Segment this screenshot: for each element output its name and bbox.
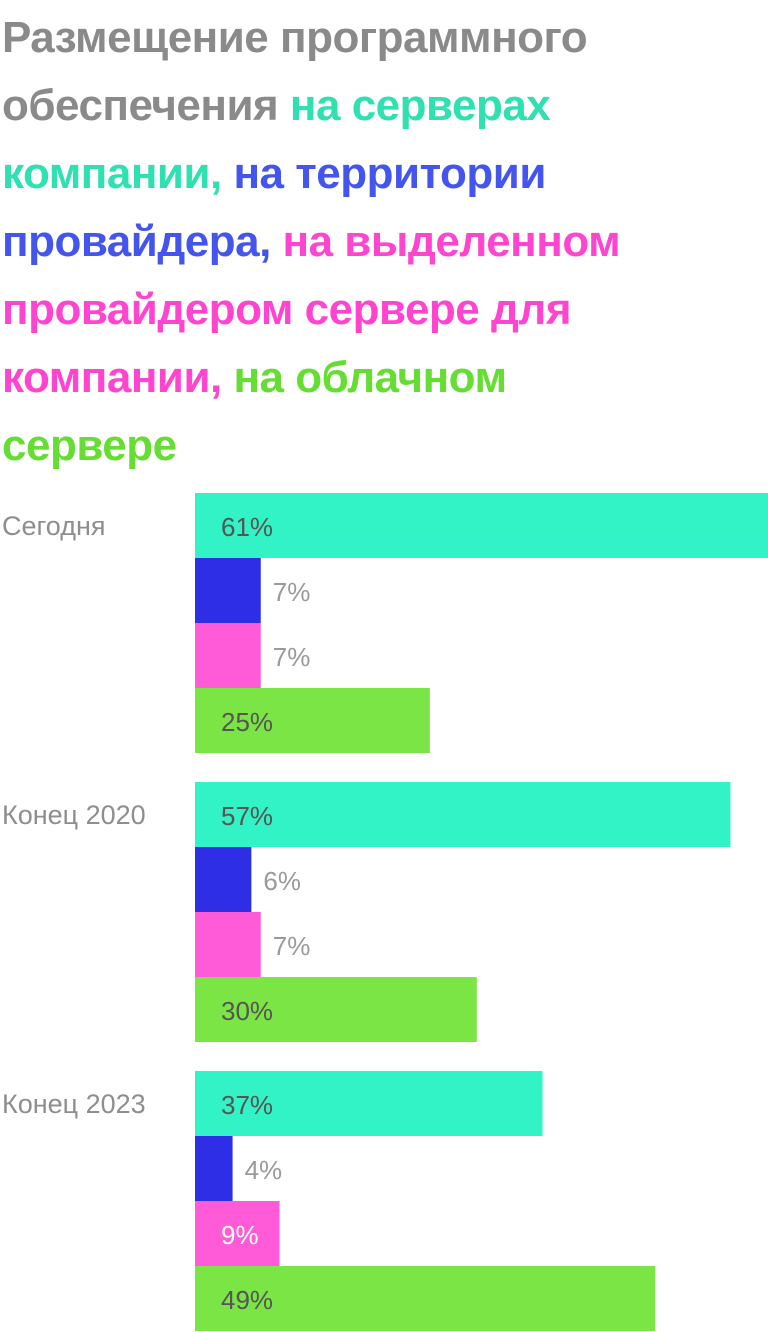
title-segment-cloud-server: на облачном сервере <box>2 353 507 470</box>
value-label-end-2020-cloud-server: 30% <box>221 996 273 1026</box>
category-label-end-2023: Конец 2023 <box>2 1089 146 1119</box>
title-segment-general: Размещение программного обеспечения <box>2 13 588 130</box>
bar-today-provider-territory <box>195 558 261 623</box>
bar-end-2020-cloud-server <box>195 977 477 1042</box>
value-label-end-2023-cloud-server: 49% <box>221 1285 273 1315</box>
title-segment-provider-territory: на территории провайдера, <box>2 149 546 266</box>
title-segment-company-servers: на серверах компании, <box>2 81 551 198</box>
bar-today-cloud-server <box>195 688 430 753</box>
value-label-end-2023-dedicated-server: 9% <box>221 1220 259 1250</box>
bar-end-2020-company-servers <box>195 782 731 847</box>
value-label-end-2020-provider-territory: 6% <box>263 866 301 896</box>
value-label-end-2020-dedicated-server: 7% <box>273 931 311 961</box>
value-label-today-provider-territory: 7% <box>273 577 311 607</box>
bar-end-2023-dedicated-server <box>195 1201 280 1266</box>
value-label-today-company-servers: 61% <box>221 512 273 542</box>
bar-end-2023-cloud-server <box>195 1266 656 1331</box>
category-label-end-2020: Конец 2020 <box>2 800 146 830</box>
bar-end-2020-dedicated-server <box>195 912 261 977</box>
chart-title: Размещение программного обеспечения на с… <box>2 4 682 480</box>
title-segment-dedicated-server: на выделенном провайдером сервере для ко… <box>2 217 621 402</box>
bar-today-company-servers <box>195 493 768 558</box>
bar-today-dedicated-server <box>195 623 261 688</box>
bar-end-2020-provider-territory <box>195 847 252 912</box>
value-label-end-2020-company-servers: 57% <box>221 801 273 831</box>
bar-chart: Сегодня 61% 7% 7% 25% Конец 2020 57% 6% 7% 30% Кон… <box>2 493 768 1331</box>
bar-end-2023-company-servers <box>195 1071 543 1136</box>
value-label-end-2023-provider-territory: 4% <box>245 1155 283 1185</box>
value-label-end-2023-company-servers: 37% <box>221 1090 273 1120</box>
value-label-today-cloud-server: 25% <box>221 707 273 737</box>
value-label-today-dedicated-server: 7% <box>273 642 311 672</box>
category-label-today: Сегодня <box>2 511 105 541</box>
bar-end-2023-provider-territory <box>195 1136 233 1201</box>
